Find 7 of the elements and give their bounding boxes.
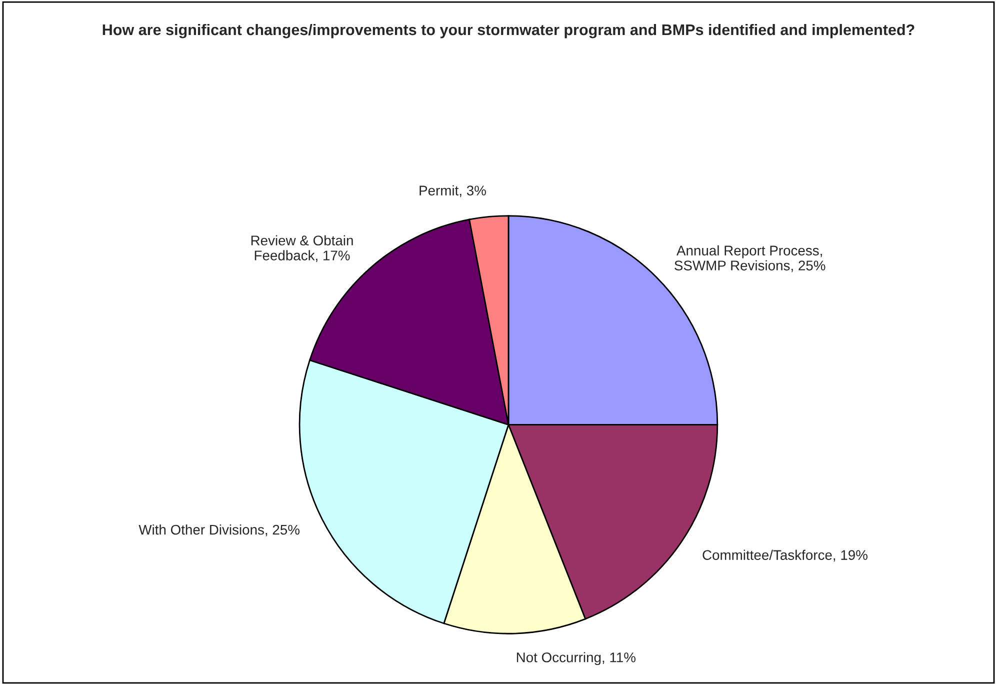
chart-title: How are significant changes/improvements to your stormwater program and BMPs identified and implemented? (102, 24, 914, 38)
slice-label: Committee/Taskforce, 19% (702, 550, 868, 562)
slice-label: Not Occurring, 11% (516, 652, 636, 666)
slice-label: Permit, 3% (420, 185, 486, 198)
slice-label: Review & Obtain Feedback, 17% (251, 235, 353, 262)
slice-label: With Other Divisions, 25% (138, 524, 300, 536)
slice-label: Annual Report Process, SSWMP Revisions, 25% (674, 245, 826, 272)
